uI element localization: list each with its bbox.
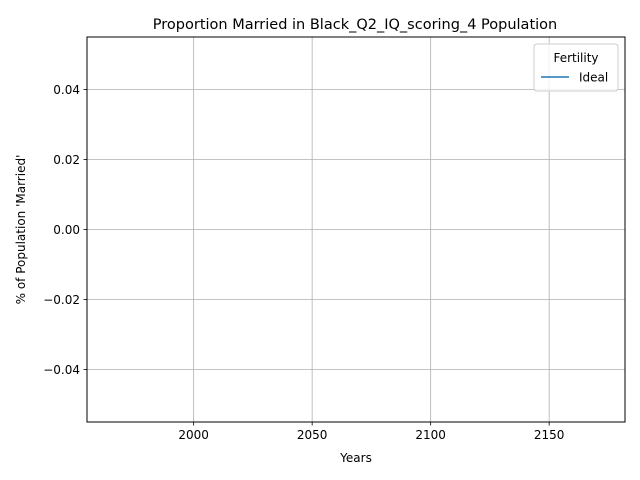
y-tick-label: −0.04 xyxy=(43,363,80,377)
legend: Fertility Ideal xyxy=(533,43,619,92)
chart-title: Proportion Married in Black_Q2_IQ_scorin… xyxy=(153,17,557,33)
y-axis-ticks: −0.04 −0.02 0.00 0.02 0.04 xyxy=(43,83,87,377)
y-tick-label: 0.02 xyxy=(53,153,80,167)
legend-box xyxy=(533,43,619,92)
x-tick-label: 2100 xyxy=(415,428,446,442)
legend-entry-ideal: Ideal xyxy=(579,71,608,85)
x-axis-ticks: 2000 2050 2100 2150 xyxy=(178,422,564,442)
x-tick-label: 2150 xyxy=(534,428,565,442)
x-axis-label: Years xyxy=(339,451,372,465)
grid-lines xyxy=(87,37,625,422)
legend-title: Fertility xyxy=(553,51,598,65)
y-tick-label: 0.00 xyxy=(53,223,80,237)
y-axis-label: % of Population 'Married' xyxy=(14,155,28,305)
x-tick-label: 2000 xyxy=(178,428,209,442)
y-tick-label: 0.04 xyxy=(53,83,80,97)
x-tick-label: 2050 xyxy=(297,428,328,442)
y-tick-label: −0.02 xyxy=(43,293,80,307)
